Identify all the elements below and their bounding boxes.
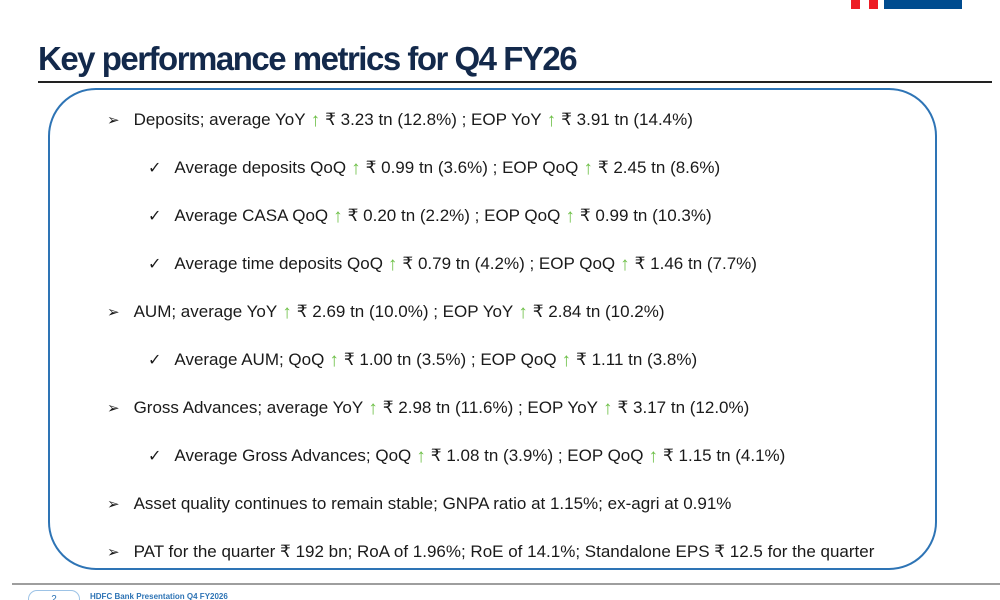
check-bullet-icon: ✓ [148, 160, 162, 177]
up-arrow-icon: ↑ [333, 205, 343, 227]
check-bullet-icon: ✓ [148, 256, 162, 273]
up-arrow-icon: ↑ [546, 109, 557, 131]
bullet-text: ₹ 0.79 tn (4.2%) ; EOP QoQ [402, 254, 616, 273]
up-arrow-icon: ↑ [518, 301, 528, 323]
bullet-text: ₹ 1.15 tn (4.1%) [663, 446, 786, 465]
bullet-text: ₹ 2.84 tn (10.2%) [532, 302, 665, 321]
up-arrow-icon: ↑ [282, 301, 292, 323]
page-title: Key performance metrics for Q4 FY26 [38, 40, 578, 77]
arrowhead-bullet-icon: ➢ [107, 400, 120, 417]
footer-caption: HDFC Bank Presentation Q4 FY2026 [90, 592, 228, 600]
title-underline [38, 81, 992, 83]
bullet-text: ₹ 1.46 tn (7.7%) [634, 254, 757, 273]
bullet-text: Average AUM; QoQ [174, 350, 325, 369]
bullet-text: Average time deposits QoQ [174, 254, 383, 273]
bullet-item-average-casa: ✓ Average CASA QoQ ↑ ₹ 0.20 tn (2.2%) ; … [50, 192, 935, 240]
up-arrow-icon: ↑ [603, 397, 613, 419]
up-arrow-icon: ↑ [387, 253, 398, 275]
arrowhead-bullet-icon: ➢ [107, 496, 120, 513]
check-bullet-icon: ✓ [148, 208, 162, 225]
bullet-item-deposits: ➢ Deposits; average YoY ↑ ₹ 3.23 tn (12.… [50, 96, 935, 144]
bullet-item-aum: ➢ AUM; average YoY ↑ ₹ 2.69 tn (10.0%) ;… [50, 288, 935, 336]
bullet-text: Average Gross Advances; QoQ [174, 446, 412, 465]
bullet-text: ₹ 3.17 tn (12.0%) [617, 398, 750, 417]
arrowhead-bullet-icon: ➢ [107, 304, 120, 321]
arrowhead-bullet-icon: ➢ [107, 112, 120, 129]
bullet-text: ₹ 0.99 tn (3.6%) ; EOP QoQ [365, 158, 579, 177]
check-bullet-icon: ✓ [148, 448, 162, 465]
bank-logo: HDFC BANK [851, 0, 962, 9]
check-bullet-icon: ✓ [148, 352, 162, 369]
bullet-text: Asset quality continues to remain stable… [133, 494, 732, 513]
bullet-text: ₹ 2.69 tn (10.0%) ; EOP YoY [296, 302, 514, 321]
up-arrow-icon: ↑ [561, 349, 572, 371]
bullet-item-average-aum: ✓ Average AUM; QoQ ↑ ₹ 1.00 tn (3.5%) ; … [50, 336, 935, 384]
up-arrow-icon: ↑ [620, 253, 630, 275]
bullet-item-gross-advances: ➢ Gross Advances; average YoY ↑ ₹ 2.98 t… [50, 384, 935, 432]
up-arrow-icon: ↑ [329, 349, 339, 371]
bank-logo-mark-icon [851, 0, 878, 9]
bullet-text: ₹ 3.23 tn (12.8%) ; EOP YoY [325, 110, 542, 129]
footer-divider [12, 583, 1000, 585]
bullet-item-average-time-deposits: ✓ Average time deposits QoQ ↑ ₹ 0.79 tn … [50, 240, 935, 288]
bullet-item-asset-quality: ➢ Asset quality continues to remain stab… [50, 480, 935, 528]
bullet-text: Gross Advances; average YoY [133, 398, 364, 417]
bullet-text: ₹ 1.08 tn (3.9%) ; EOP QoQ [430, 446, 644, 465]
up-arrow-icon: ↑ [310, 109, 321, 131]
bullet-text: ₹ 1.00 tn (3.5%) ; EOP QoQ [343, 350, 557, 369]
up-arrow-icon: ↑ [351, 157, 361, 179]
page-number-badge: 2 [28, 590, 80, 600]
metrics-box: ➢ Deposits; average YoY ↑ ₹ 3.23 tn (12.… [48, 88, 937, 570]
up-arrow-icon: ↑ [648, 445, 659, 467]
bullet-text: ₹ 0.20 tn (2.2%) ; EOP QoQ [347, 206, 561, 225]
bullet-text: AUM; average YoY [133, 302, 278, 321]
bullet-text: ₹ 1.11 tn (3.8%) [576, 350, 698, 369]
bank-logo-name: HDFC BANK [884, 0, 962, 9]
bullet-text: ₹ 3.91 tn (14.4%) [561, 110, 693, 129]
bullet-item-average-gross-advances: ✓ Average Gross Advances; QoQ ↑ ₹ 1.08 t… [50, 432, 935, 480]
bullet-text: ₹ 2.98 tn (11.6%) ; EOP YoY [382, 398, 598, 417]
bullet-text: ₹ 2.45 tn (8.6%) [597, 158, 721, 177]
up-arrow-icon: ↑ [368, 397, 378, 419]
bullet-item-average-deposits: ✓ Average deposits QoQ ↑ ₹ 0.99 tn (3.6%… [50, 144, 935, 192]
bullet-text: ₹ 0.99 tn (10.3%) [579, 206, 712, 225]
bullet-item-pat: ➢ PAT for the quarter ₹ 192 bn; RoA of 1… [50, 528, 935, 576]
up-arrow-icon: ↑ [565, 205, 575, 227]
up-arrow-icon: ↑ [583, 157, 593, 179]
bullet-text: Deposits; average YoY [133, 110, 306, 129]
bullet-text: Average deposits QoQ [174, 158, 347, 177]
arrowhead-bullet-icon: ➢ [107, 544, 120, 561]
up-arrow-icon: ↑ [416, 445, 426, 467]
bullet-text: PAT for the quarter ₹ 192 bn; RoA of 1.9… [133, 542, 875, 561]
bullet-text: Average CASA QoQ [174, 206, 329, 225]
